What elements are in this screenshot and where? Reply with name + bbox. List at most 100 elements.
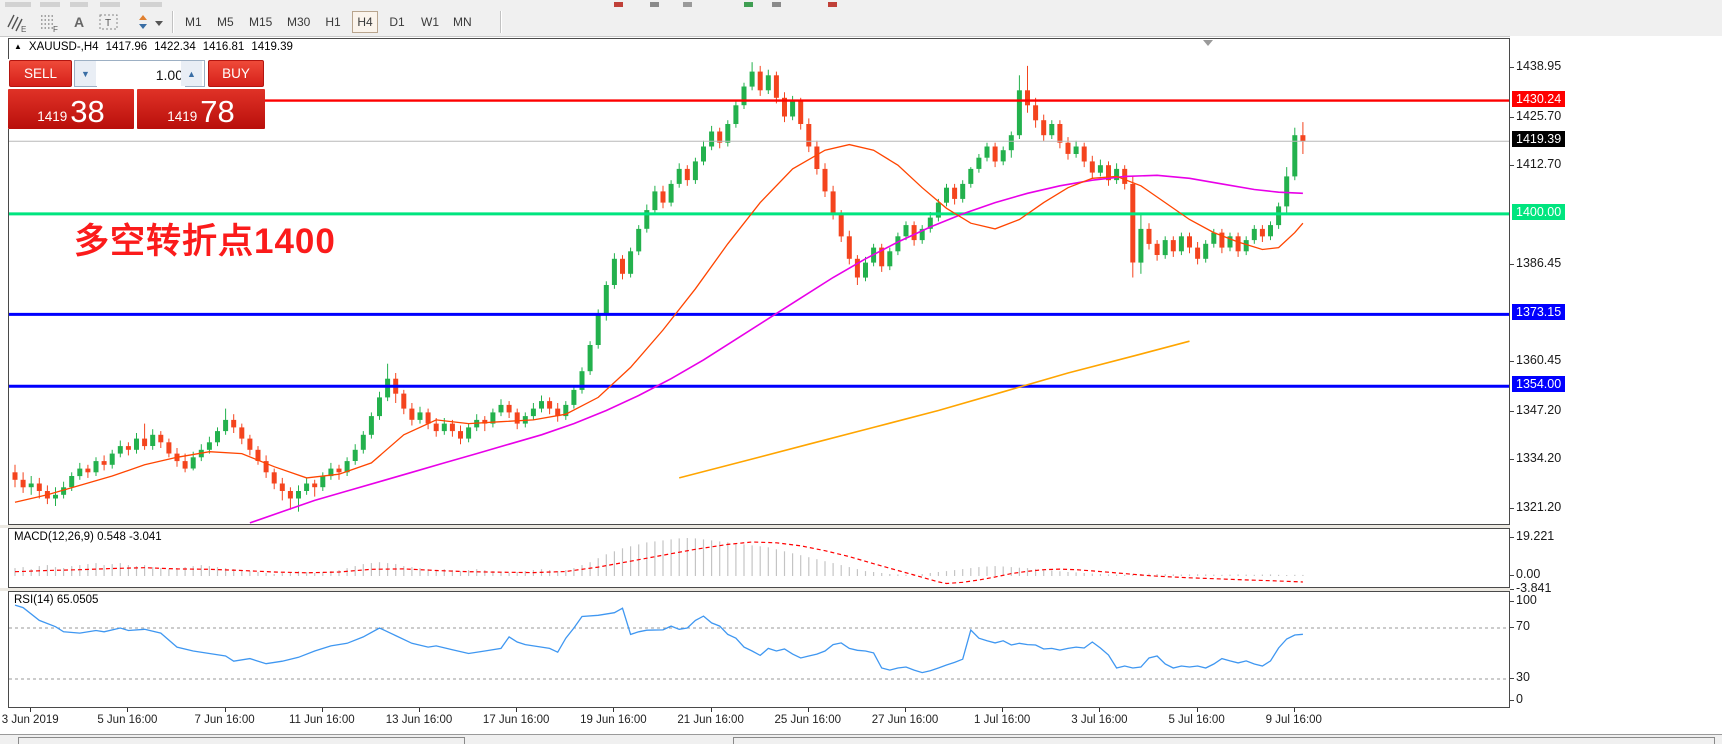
symbol-ohlc-header: ▲ XAUUSD-,H4 1417.96 1422.34 1416.81 141… — [14, 41, 293, 53]
price-tick-label: 1386.45 — [1516, 255, 1562, 270]
pane-splitter[interactable] — [0, 588, 1722, 591]
rsi-tick-label: 70 — [1516, 619, 1530, 633]
macd-pane-canvas[interactable] — [8, 528, 1510, 588]
time-axis-label: 3 Jun 2019 — [1, 714, 59, 726]
rsi-pane-canvas[interactable] — [8, 591, 1510, 708]
ask-price-box[interactable]: 1419 78 — [137, 89, 265, 129]
close-value: 1419.39 — [251, 41, 293, 53]
price-tick-label: 1425.70 — [1516, 108, 1562, 123]
time-axis-label: 11 Jun 16:00 — [288, 714, 355, 726]
time-tick — [1099, 708, 1101, 712]
chart-toolbar: E F A T M1 M5 M15 M30 H1 H4 D1 W1 MN — [0, 8, 1722, 37]
macd-indicator-label: MACD(12,26,9) 0.548 -3.041 — [14, 531, 162, 543]
time-axis-label: 5 Jul 16:00 — [1168, 714, 1225, 726]
timeframe-button-w1[interactable]: W1 — [421, 15, 439, 29]
high-value: 1422.34 — [154, 41, 196, 53]
timeframe-button-d1[interactable]: D1 — [389, 15, 405, 29]
ask-price-big: 78 — [200, 94, 235, 129]
toolbar-icon-sliver — [828, 2, 837, 7]
one-click-trade-panel: SELL ▼ ▲ BUY 1419 38 1419 78 — [8, 59, 265, 129]
svg-text:F: F — [53, 25, 58, 33]
timeframe-button-mn[interactable]: MN — [453, 15, 472, 29]
price-tick-label: 1412.70 — [1516, 157, 1562, 172]
buy-button[interactable]: BUY — [208, 60, 264, 87]
toolbar-separator — [172, 11, 173, 33]
symbol-label: XAUUSD-,H4 — [28, 41, 99, 53]
bid-price-small: 1419 — [37, 108, 68, 124]
timeframe-button-m30[interactable]: M30 — [287, 15, 311, 29]
price-level-badge: 1373.15 — [1512, 304, 1566, 321]
rsi-tick-label: 30 — [1516, 670, 1530, 684]
time-tick — [807, 708, 809, 712]
time-axis-label: 5 Jun 16:00 — [97, 714, 158, 726]
timeframe-button-m15[interactable]: M15 — [249, 15, 273, 29]
time-tick — [613, 708, 615, 712]
toolbar-icon-sliver — [5, 2, 31, 7]
macd-tick-label: -3.841 — [1516, 580, 1552, 595]
price-level-badge: 1419.39 — [1512, 131, 1566, 148]
timeframe-button-h4[interactable]: H4 — [352, 11, 378, 33]
price-tick-label: 1321.20 — [1516, 500, 1562, 514]
volume-stepper: ▼ ▲ — [74, 60, 205, 88]
macd-tick-label: 19.221 — [1516, 529, 1555, 543]
time-axis-label: 19 Jun 16:00 — [580, 714, 647, 726]
scroll-to-end-icon[interactable] — [1203, 40, 1213, 46]
sell-button[interactable]: SELL — [9, 60, 72, 87]
time-tick — [30, 708, 32, 712]
time-axis-label: 7 Jun 16:00 — [194, 714, 255, 726]
text-box-icon[interactable]: T — [96, 10, 122, 34]
time-axis-label: 27 Jun 16:00 — [871, 714, 939, 726]
rsi-tick-label: 0 — [1516, 692, 1523, 706]
volume-increase-button[interactable]: ▲ — [181, 61, 202, 86]
rsi-indicator-label: RSI(14) 65.0505 — [14, 594, 99, 606]
bid-price-box[interactable]: 1419 38 — [8, 89, 134, 129]
toolbar-icon-sliver — [650, 2, 659, 7]
macd-chart — [14, 538, 1304, 585]
time-tick — [1293, 708, 1295, 712]
volume-input[interactable] — [97, 61, 185, 88]
toolbar-icon-sliver — [140, 2, 162, 7]
toolbar-icon-sliver — [100, 2, 120, 7]
volume-decrease-button[interactable]: ▼ — [75, 61, 96, 86]
time-axis-label: 1 Jul 16:00 — [974, 714, 1031, 726]
chart-text-annotation: 多空转折点1400 — [74, 222, 336, 261]
open-value: 1417.96 — [105, 41, 148, 53]
toolbar-icon-sliver — [683, 2, 692, 7]
svg-text:T: T — [105, 18, 111, 29]
price-axis[interactable]: 1438.95 1425.70 1412.70 1386.45 1360.45 1347.… — [1510, 36, 1722, 736]
time-tick — [516, 708, 518, 712]
time-axis[interactable]: 3 Jun 2019 5 Jun 16:00 7 Jun 16:00 11 Jun 1… — [0, 708, 1722, 734]
grid-icon[interactable]: F — [36, 10, 62, 34]
rsi-chart — [9, 604, 1509, 680]
text-label-icon[interactable]: A — [73, 14, 85, 30]
toolbar-icon-sliver — [744, 2, 753, 7]
price-level-badge: 1430.24 — [1512, 90, 1566, 107]
toolbar-icon-sliver — [40, 2, 60, 7]
time-tick — [127, 708, 129, 712]
rsi-tick-label: 100 — [1516, 593, 1537, 607]
indicators-icon[interactable]: E — [4, 10, 30, 34]
time-tick — [905, 708, 906, 712]
collapse-quote-icon[interactable]: ▲ — [14, 41, 22, 51]
macd-tick-label: 0.00 — [1516, 567, 1541, 581]
price-tick-label: 1360.45 — [1516, 353, 1562, 367]
bottom-tab[interactable] — [733, 737, 1715, 744]
timeframe-button-h1[interactable]: H1 — [325, 15, 341, 29]
time-axis-label: 9 Jul 16:00 — [1265, 714, 1322, 726]
bottom-tab[interactable] — [18, 737, 465, 744]
timeframe-button-m5[interactable]: M5 — [217, 15, 234, 29]
time-axis-label: 25 Jun 16:00 — [774, 714, 842, 726]
pane-splitter[interactable] — [0, 525, 1722, 528]
svg-text:E: E — [21, 25, 26, 33]
toolbar-icon-sliver — [614, 2, 623, 7]
time-tick — [419, 708, 420, 712]
time-tick — [224, 708, 226, 712]
toolbar-icon-sliver — [772, 2, 781, 7]
price-level-badge: 1354.00 — [1512, 376, 1566, 393]
price-tick-label: 1347.20 — [1516, 402, 1562, 417]
timeframe-button-m1[interactable]: M1 — [185, 15, 202, 29]
price-tick-label: 1438.95 — [1516, 59, 1562, 73]
clipped-bottom-tabbar — [0, 734, 1722, 744]
arrange-objects-icon[interactable] — [134, 10, 168, 34]
